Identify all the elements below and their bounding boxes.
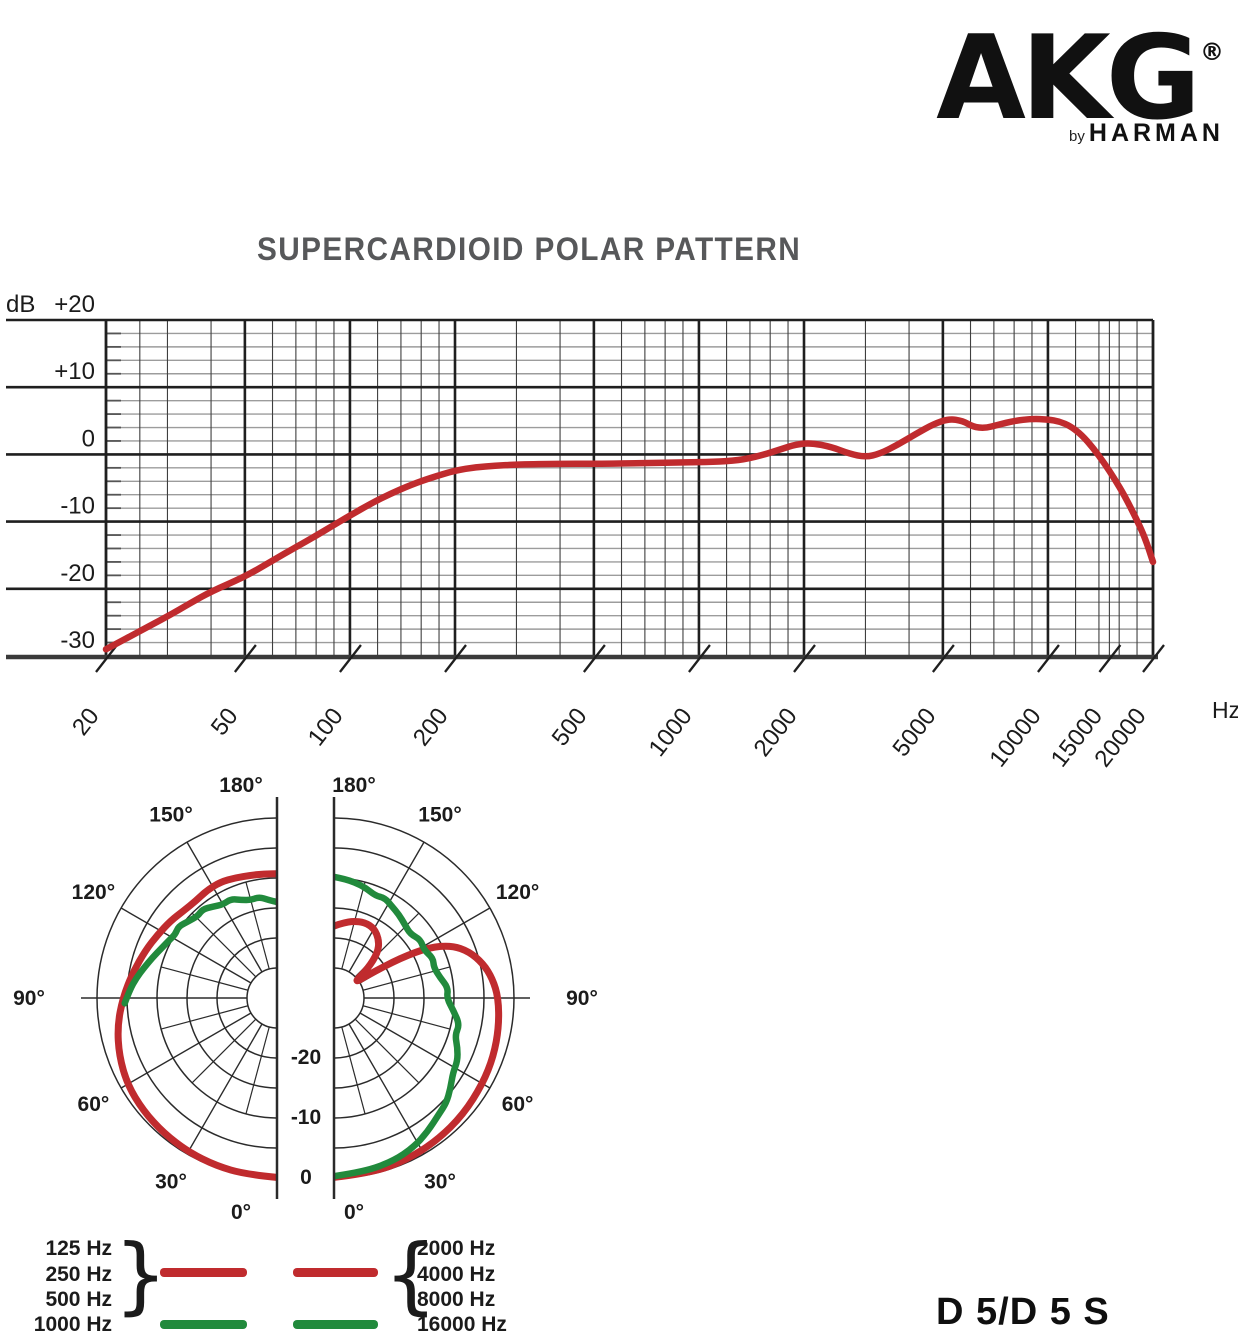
legend-label-1000hz: 1000 Hz — [33, 1313, 112, 1336]
svg-text:90°: 90° — [566, 987, 598, 1010]
page-title: SUPERCARDIOID POLAR PATTERN — [257, 231, 802, 267]
legend-red-bar-2 — [293, 1268, 378, 1277]
legend-label-250hz: 250 Hz — [45, 1263, 112, 1286]
svg-text:180°: 180° — [219, 774, 262, 797]
polar-curve-right-red — [335, 918, 503, 1181]
freq-grid — [6, 318, 1158, 660]
legend-red-bar-1 — [160, 1268, 247, 1277]
svg-text:0°: 0° — [344, 1201, 364, 1224]
freq-y-axis-labels: dB +20 +10 0 -10 -20 -30 — [6, 291, 95, 654]
svg-text:0: 0 — [82, 425, 95, 452]
polar-curve-right-green — [335, 873, 462, 1180]
svg-text:30°: 30° — [155, 1171, 187, 1194]
legend-label-4000hz: 4000 Hz — [417, 1263, 496, 1286]
svg-text:0: 0 — [300, 1166, 312, 1189]
legend-label-16000hz: 16000 Hz — [417, 1313, 507, 1336]
registered-mark: ® — [1200, 38, 1224, 66]
legend-label-8000hz: 8000 Hz — [417, 1288, 496, 1311]
svg-text:120°: 120° — [72, 881, 115, 904]
svg-text:-10: -10 — [60, 493, 95, 520]
svg-text:+10: +10 — [54, 358, 95, 385]
svg-text:60°: 60° — [78, 1093, 110, 1116]
svg-text:180°: 180° — [332, 774, 375, 797]
legend-brace-close: } — [114, 1226, 168, 1324]
svg-text:120°: 120° — [496, 881, 539, 904]
db-unit-label: dB — [6, 291, 35, 318]
svg-text:-30: -30 — [60, 627, 95, 654]
polar-angle-labels-left: 0° 30° 60° 90° 120° 150° 180° — [13, 774, 263, 1224]
svg-text:90°: 90° — [13, 987, 45, 1010]
by-harman-text: by HARMAN — [1069, 119, 1224, 147]
svg-text:-20: -20 — [60, 560, 95, 587]
svg-text:-10: -10 — [291, 1106, 321, 1129]
svg-text:150°: 150° — [149, 803, 192, 826]
hz-unit-label: Hz — [1212, 697, 1238, 723]
svg-text:0°: 0° — [231, 1201, 251, 1224]
polar-radial-labels: -20 -10 0 — [291, 1046, 321, 1189]
polar-half-left — [81, 817, 276, 1181]
akg-logo: AKG ® by HARMAN — [936, 2, 1224, 148]
model-label: D 5/D 5 S — [936, 1291, 1110, 1333]
legend-green-bar-2 — [293, 1320, 378, 1329]
legend-green-bar-1 — [160, 1320, 247, 1329]
legend-label-2000hz: 2000 Hz — [417, 1237, 496, 1260]
polar-curve-left-green — [121, 894, 276, 1007]
polar-half-right — [335, 817, 530, 1181]
legend-label-125hz: 125 Hz — [45, 1237, 112, 1260]
svg-text:+20: +20 — [54, 291, 95, 318]
akg-brand-text: AKG ® — [936, 11, 1224, 146]
svg-text:60°: 60° — [502, 1093, 534, 1116]
polar-curve-left-red — [114, 870, 276, 1181]
legend-label-500hz: 500 Hz — [45, 1288, 112, 1311]
svg-text:150°: 150° — [418, 803, 461, 826]
svg-text:30°: 30° — [424, 1171, 456, 1194]
response-curve — [102, 415, 1157, 653]
svg-text:-20: -20 — [291, 1046, 321, 1069]
polar-angle-labels-right: 0° 30° 60° 90° 120° 150° 180° — [332, 774, 598, 1224]
legend-brace-open: { — [384, 1226, 438, 1324]
